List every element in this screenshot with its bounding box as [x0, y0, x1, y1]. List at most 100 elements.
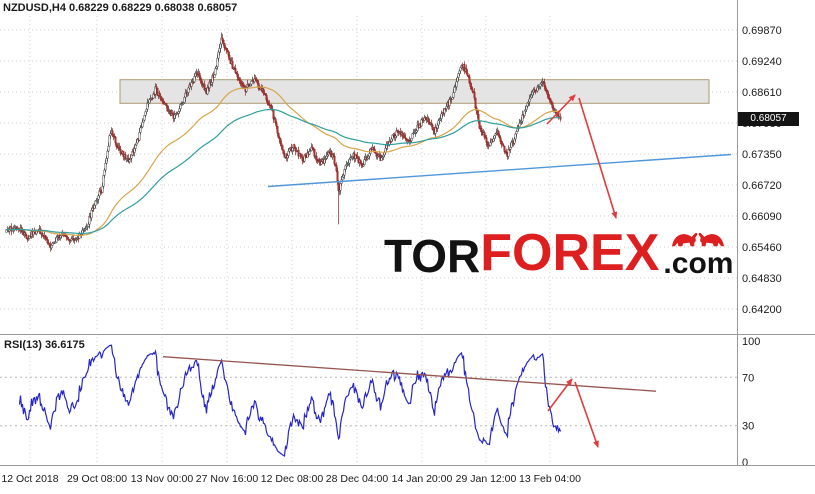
candle-body — [480, 128, 483, 133]
candle-body — [309, 150, 312, 152]
candle-body — [519, 122, 522, 124]
date-axis-label: 13 Feb 04:00 — [519, 473, 581, 485]
candle-body — [161, 99, 164, 102]
candle-body — [203, 84, 206, 91]
candle-body — [550, 100, 553, 103]
candle-body — [513, 138, 516, 144]
watermark-right-block: .com — [663, 224, 733, 279]
candle-body — [368, 153, 371, 157]
date-axis-label: 12 Dec 08:00 — [261, 473, 324, 485]
candle-body — [222, 39, 225, 44]
candle-body — [543, 82, 546, 87]
candle-body — [90, 210, 93, 219]
price-axis-label: 0.66090 — [742, 211, 782, 223]
candle-body — [341, 176, 344, 181]
candle-body — [516, 128, 519, 132]
candle-body — [59, 235, 62, 239]
candle-body — [143, 115, 146, 121]
candle-body — [375, 152, 378, 157]
candle-body — [526, 102, 529, 107]
candle-body — [93, 204, 96, 209]
candle-body — [105, 158, 108, 164]
candle-body — [478, 121, 481, 129]
candle-body — [250, 80, 253, 85]
rsi-axis-label: 0 — [742, 457, 748, 469]
watermark-tor: TOR — [384, 230, 481, 282]
candle-body — [527, 101, 530, 104]
candle-body — [159, 95, 162, 100]
candle-body — [111, 130, 114, 136]
candle-body — [245, 87, 248, 92]
candle-body — [451, 97, 454, 100]
candle-body — [228, 55, 231, 61]
candle-body — [216, 57, 219, 68]
candle-body — [547, 94, 550, 99]
candle-body — [492, 138, 495, 142]
candle-body — [486, 142, 489, 146]
candle-body — [282, 149, 285, 155]
price-axis-label: 0.65460 — [742, 242, 782, 254]
candle-body — [514, 133, 517, 140]
candle-body — [549, 98, 552, 102]
candle-body — [109, 133, 112, 136]
rsi-forecast-arrow — [574, 381, 599, 448]
candle-body — [265, 94, 268, 101]
candle-body — [88, 216, 91, 225]
torforex-watermark: TOR FOREX .com — [384, 224, 733, 279]
bull-bear-logo-icon — [672, 232, 725, 247]
rsi-axis-label: 100 — [742, 336, 760, 348]
candle-body — [452, 92, 455, 98]
candle-body — [551, 102, 554, 109]
candle-body — [279, 138, 282, 145]
candle-body — [118, 145, 121, 150]
candle-body — [213, 74, 216, 78]
candle-body — [147, 102, 150, 105]
candle-body — [217, 51, 220, 59]
rsi-axis-label: 70 — [742, 372, 754, 384]
ma-line-slow — [6, 108, 561, 234]
candle-body — [431, 124, 434, 130]
candle-body — [320, 161, 323, 165]
candle-body — [530, 94, 533, 98]
candle-body — [165, 103, 168, 106]
candle-body — [227, 51, 230, 56]
rsi-trendline — [162, 356, 657, 392]
candlestick-series — [5, 32, 562, 252]
candle-body — [44, 235, 47, 239]
candle-body — [325, 155, 328, 159]
candle-body — [25, 234, 28, 239]
candle-body — [391, 134, 394, 140]
rsi-panel: 12 Oct 2018 29 Oct 08:00 13 Nov 00:00 27 No… — [0, 336, 760, 485]
price-axis-label: 0.67350 — [742, 149, 782, 161]
candle-body — [218, 48, 221, 53]
candle-body — [47, 242, 50, 244]
forecast-arrow — [546, 94, 576, 125]
date-axis-label: 12 Oct 2018 — [1, 473, 58, 485]
candle-body — [301, 156, 304, 161]
rsi-forecast-arrow — [547, 378, 573, 412]
candle-body — [234, 68, 237, 73]
date-axis-label: 13 Nov 00:00 — [131, 473, 194, 485]
candle-body — [144, 111, 147, 116]
candle-body — [24, 232, 27, 236]
candle-body — [103, 169, 106, 176]
date-axis-label: 28 Dec 04:00 — [326, 473, 389, 485]
candle-body — [142, 119, 145, 123]
candle-body — [468, 76, 471, 84]
symbol-ohlc-label: NZDUSD,H4 0.68229 0.68229 0.68038 0.6805… — [3, 2, 238, 14]
candle-body — [275, 122, 278, 127]
candle-body — [362, 164, 365, 167]
date-axis-label: 29 Jan 12:00 — [456, 473, 517, 485]
candle-body — [437, 120, 440, 126]
candle-body — [356, 156, 359, 159]
candle-body — [287, 150, 290, 156]
support-trendline — [267, 153, 732, 188]
current-price-tag: 0.68057 — [738, 112, 799, 126]
candle-body — [456, 77, 459, 82]
candle-body — [465, 68, 468, 74]
candle-body — [531, 91, 534, 96]
candle-body — [183, 97, 186, 103]
candle-body — [502, 144, 505, 147]
candle-body — [339, 183, 342, 191]
